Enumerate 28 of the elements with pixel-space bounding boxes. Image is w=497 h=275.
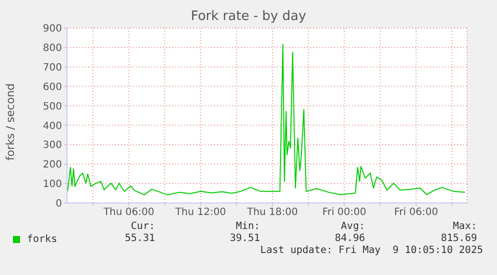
line-series (67, 44, 466, 196)
x-tick-label: Thu 18:00 (246, 207, 298, 218)
y-tick-label: 600 (42, 82, 62, 93)
y-tick-label: 800 (42, 42, 62, 54)
y-axis-title: forks / second (4, 83, 17, 160)
text: 39.51 (230, 233, 260, 244)
y-tick-label: 400 (42, 120, 62, 132)
legend-label: forks (27, 234, 58, 245)
y-tick-label: 100 (42, 179, 62, 190)
y-tick-label: 0 (56, 198, 62, 210)
chart-title: Fork rate - by day (190, 9, 308, 24)
x-tick-label: Thu 06:00 (102, 207, 154, 218)
text: Min: (236, 221, 260, 232)
text: Cur: (130, 221, 155, 232)
text: 55.31 (124, 233, 155, 244)
x-tick-label: Fri 00:00 (322, 207, 366, 218)
y-tick-label: 900 (42, 24, 62, 35)
y-tick-label: 500 (42, 101, 62, 112)
text: 84.96 (334, 233, 365, 244)
y-tick-label: 700 (42, 62, 62, 74)
text: Max: (452, 221, 477, 232)
x-tick-label: Thu 12:00 (174, 207, 226, 218)
y-tick-label: 300 (42, 140, 62, 152)
x-tick-label: Fri 06:00 (394, 207, 438, 218)
text: Last update: Fri May 9 10:05:10 2025 (260, 245, 483, 256)
text: Avg: (340, 221, 365, 232)
text: 815.69 (440, 233, 477, 244)
y-tick-label: 200 (42, 160, 62, 171)
